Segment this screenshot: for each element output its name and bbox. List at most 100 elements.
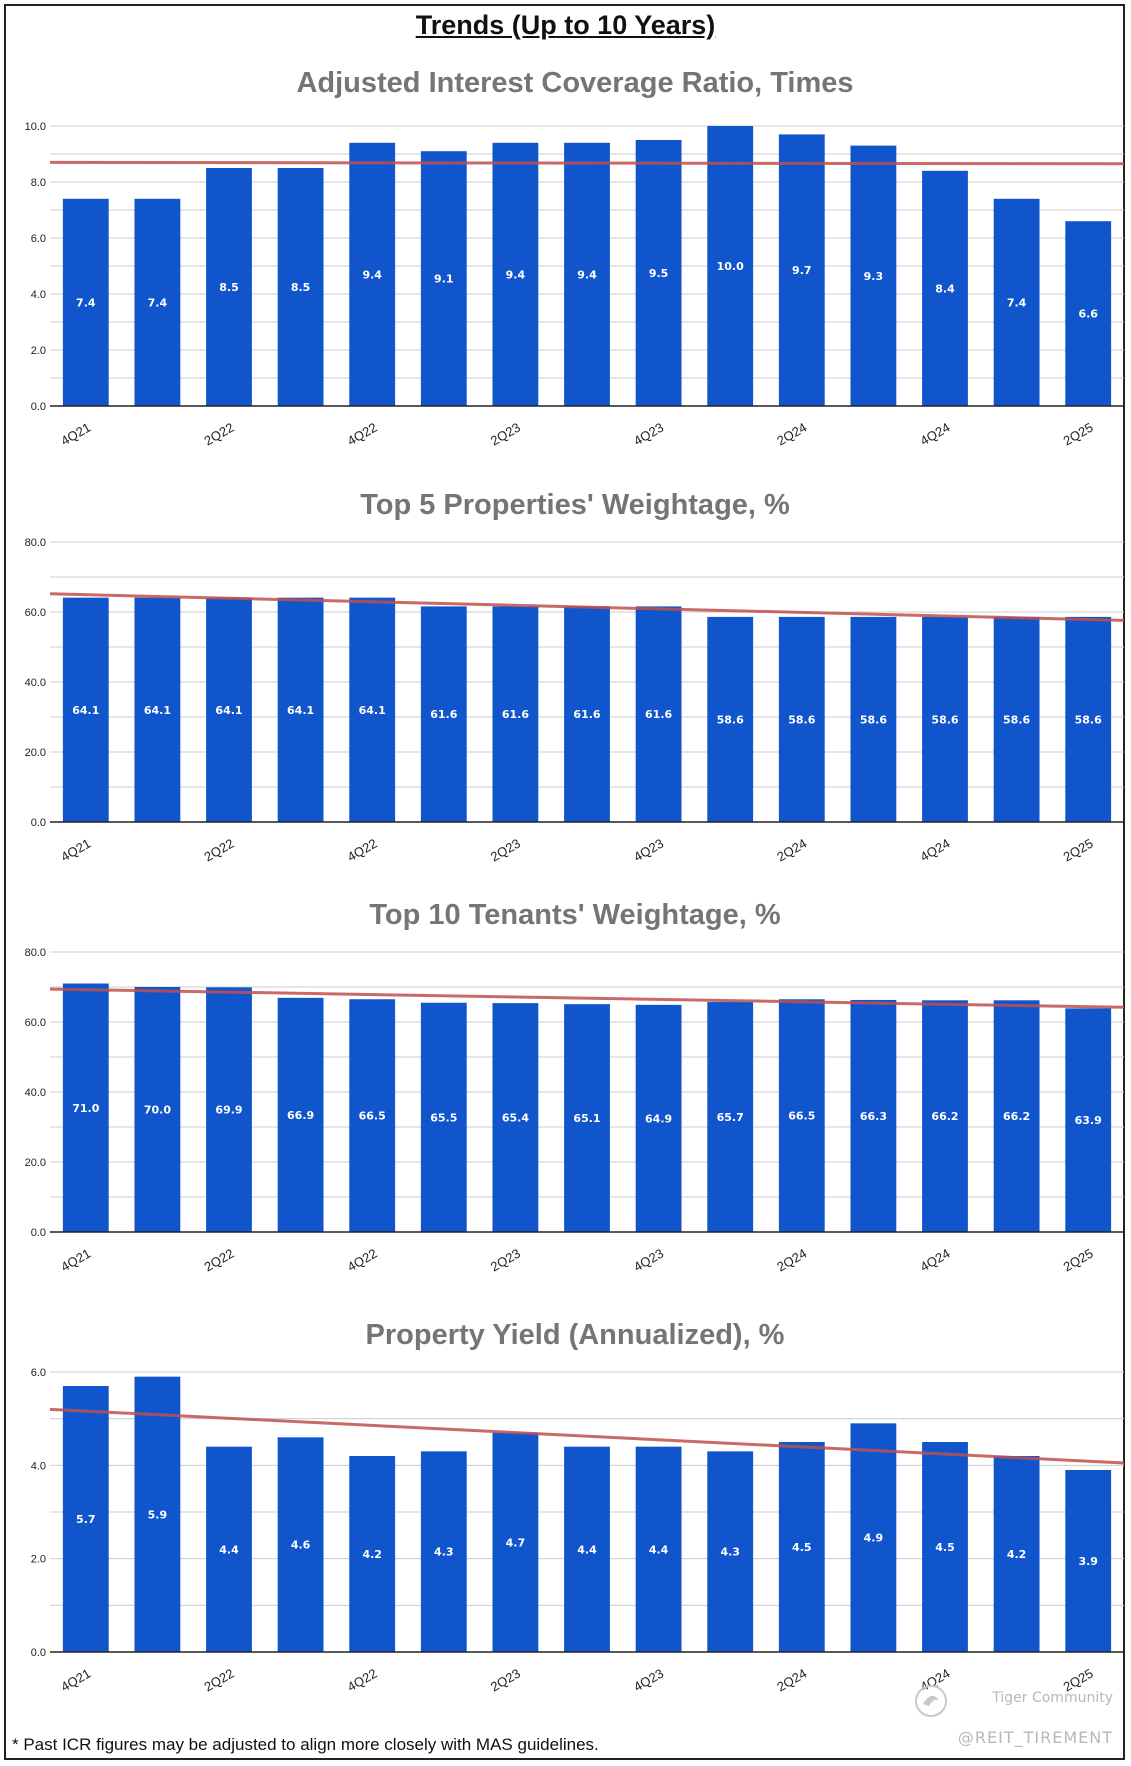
bar — [707, 1002, 754, 1232]
data-label: 66.5 — [788, 1110, 815, 1123]
bar — [922, 1442, 968, 1652]
data-label: 65.4 — [502, 1112, 529, 1125]
bar — [993, 198, 1040, 406]
data-label: 9.1 — [434, 273, 454, 286]
bar — [778, 134, 825, 406]
bar — [349, 142, 396, 407]
data-label: 5.7 — [76, 1513, 96, 1526]
data-label: 4.5 — [792, 1541, 812, 1554]
x-tick-label: 2Q22 — [201, 420, 236, 449]
data-label: 4.4 — [649, 1543, 669, 1556]
y-tick-label: 6.0 — [31, 1367, 46, 1379]
bar — [420, 1002, 467, 1232]
bar — [922, 170, 968, 406]
chart-title: Property Yield (Annualized), % — [366, 1322, 785, 1351]
bar — [134, 1376, 181, 1652]
x-tick-label: 4Q23 — [631, 420, 666, 449]
data-label: 7.4 — [76, 296, 96, 309]
x-tick-label: 2Q24 — [774, 1666, 809, 1695]
data-label: 58.6 — [788, 713, 815, 726]
bar — [778, 999, 825, 1232]
bar — [993, 1000, 1040, 1232]
bar — [277, 597, 324, 822]
y-tick-label: 0.0 — [31, 1227, 46, 1239]
bar — [707, 126, 754, 406]
bar — [349, 597, 396, 822]
data-label: 66.3 — [860, 1110, 887, 1123]
bar — [420, 606, 467, 822]
bar — [564, 1446, 610, 1652]
data-label: 8.5 — [219, 281, 239, 294]
bar — [707, 616, 754, 822]
bar — [206, 987, 252, 1232]
data-label: 4.9 — [864, 1532, 884, 1545]
x-tick-label: 4Q21 — [58, 836, 93, 865]
y-tick-label: 4.0 — [31, 1460, 46, 1472]
chart-property-yield: Property Yield (Annualized), % 0.0 2.0 4.0 6… — [31, 1322, 1125, 1695]
bar — [420, 151, 467, 406]
bar — [922, 1000, 968, 1232]
bar — [62, 1386, 109, 1652]
y-tick-label: 10.0 — [25, 121, 46, 133]
data-label: 4.5 — [935, 1541, 955, 1554]
x-tick-label: 4Q21 — [58, 1666, 93, 1695]
bar — [564, 606, 610, 822]
bar — [134, 198, 181, 406]
chart-title: Top 10 Tenants' Weightage, % — [369, 902, 781, 931]
watermark-handle: @REIT_TIREMENT — [957, 1728, 1113, 1747]
data-label: 58.6 — [1075, 713, 1102, 726]
bar — [778, 1442, 825, 1652]
bar — [349, 999, 396, 1232]
data-label: 4.6 — [291, 1539, 311, 1552]
x-tick-label: 4Q22 — [345, 1246, 380, 1275]
chart-title: Top 5 Properties' Weightage, % — [360, 489, 790, 521]
watermark: Tiger Community @REIT_TIREMENT — [914, 1685, 1113, 1747]
chart-title: Adjusted Interest Coverage Ratio, Times — [296, 67, 853, 99]
x-tick-label: 2Q24 — [774, 836, 809, 865]
bar — [277, 997, 324, 1232]
bar — [206, 168, 252, 406]
y-tick-label: 0.0 — [31, 401, 46, 413]
data-label: 4.4 — [219, 1543, 239, 1556]
data-label: 4.4 — [577, 1543, 597, 1556]
bar — [707, 1451, 754, 1652]
data-label: 4.7 — [506, 1536, 526, 1549]
data-label: 64.9 — [645, 1112, 672, 1125]
data-label: 4.3 — [720, 1546, 740, 1559]
y-tick-label: 4.0 — [31, 289, 46, 301]
chart-icr: Adjusted Interest Coverage Ratio, Times 0… — [25, 67, 1125, 449]
bar — [134, 597, 181, 822]
data-label: 66.2 — [1003, 1110, 1030, 1123]
trendline — [49, 987, 1125, 1009]
x-tick-label: 2Q22 — [201, 1246, 236, 1275]
data-label: 4.3 — [434, 1546, 454, 1559]
x-tick-label: 2Q25 — [1061, 836, 1096, 865]
data-label: 58.6 — [1003, 713, 1030, 726]
bar — [850, 999, 897, 1232]
bar — [850, 616, 897, 822]
bar — [922, 616, 968, 822]
bar — [277, 168, 324, 406]
x-tick-label: 2Q24 — [774, 420, 809, 449]
bar — [850, 1423, 897, 1652]
tiger-logo-icon — [914, 1685, 947, 1717]
y-tick-label: 20.0 — [25, 1157, 46, 1169]
data-label: 58.6 — [931, 713, 958, 726]
y-tick-label: 40.0 — [25, 677, 46, 689]
x-tick-label: 4Q21 — [58, 420, 93, 449]
bar — [850, 145, 897, 406]
x-tick-label: 2Q22 — [201, 1666, 236, 1695]
bar — [1065, 1470, 1112, 1652]
trendline — [49, 592, 1125, 622]
data-label: 66.5 — [359, 1110, 386, 1123]
bar — [635, 140, 682, 406]
chart-top10-tenants: Top 10 Tenants' Weightage, % 0.0 20.0 40.0 6… — [25, 902, 1125, 1275]
data-label: 58.6 — [717, 713, 744, 726]
data-label: 64.1 — [215, 704, 242, 717]
data-label: 63.9 — [1075, 1114, 1102, 1127]
bar — [277, 1437, 324, 1652]
y-tick-label: 2.0 — [31, 345, 46, 357]
data-label: 9.4 — [577, 268, 597, 281]
data-label: 3.9 — [1078, 1555, 1098, 1568]
data-label: 58.6 — [860, 713, 887, 726]
